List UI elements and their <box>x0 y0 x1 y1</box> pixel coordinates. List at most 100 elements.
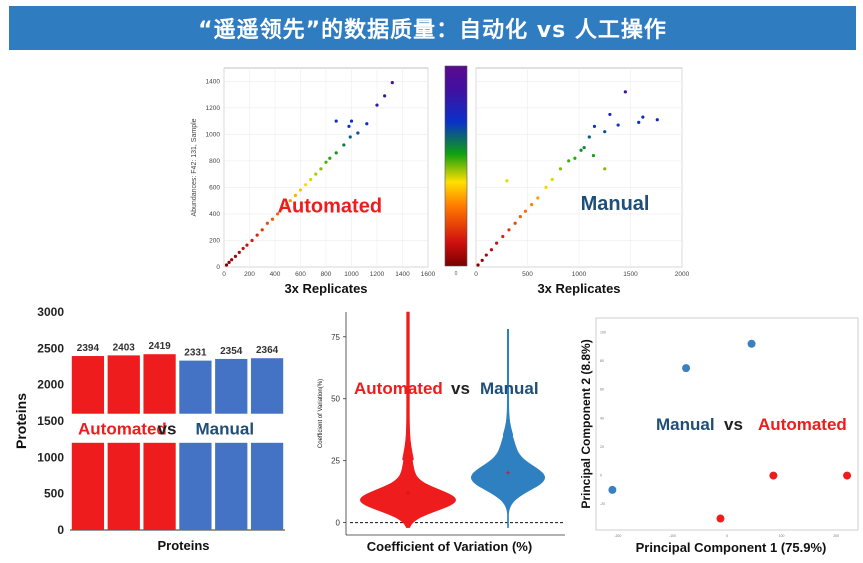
y-tick-label: 25 <box>331 457 340 466</box>
axis-ticks: 0 500 1000 1500 2000 2500 3000 <box>37 305 285 537</box>
data-point <box>383 94 387 98</box>
automated-annotation: Automated <box>278 196 382 218</box>
y-tick-label: 0 <box>600 474 602 478</box>
data-point <box>230 258 234 262</box>
data-point <box>591 153 596 158</box>
data-point <box>237 250 241 255</box>
data-points <box>224 80 394 267</box>
violin-shape <box>471 329 545 528</box>
data-point <box>550 177 554 182</box>
title-banner: “遥遥领先”的数据质量：自动化 vs 人工操作 <box>9 6 856 50</box>
x-tick-label: 600 <box>295 271 306 278</box>
data-point <box>579 148 583 152</box>
grid <box>475 67 683 268</box>
data-point <box>334 151 338 155</box>
y-tick-label: 75 <box>331 333 340 342</box>
y-tick-label: 600 <box>209 184 220 191</box>
data-point <box>641 115 645 119</box>
data-point <box>298 188 303 192</box>
data-point <box>587 135 591 139</box>
protein-bar-chart: 0 500 1000 1500 2000 2500 3000 2394 2403 2419 233… <box>13 305 285 553</box>
data-point <box>293 193 297 197</box>
data-point <box>375 103 379 107</box>
pca-point <box>769 471 778 480</box>
data-point <box>592 124 597 128</box>
data-point <box>334 119 338 123</box>
mean-marker: + <box>405 488 410 498</box>
overlay-manual: Manual <box>480 379 539 398</box>
x-tick-label: 1200 <box>370 271 385 278</box>
y-axis-label: Abundances: F42: 131, Sample <box>191 118 198 216</box>
bar <box>215 358 248 530</box>
manual-annotation: Manual <box>581 193 650 215</box>
y-tick-label: 1000 <box>206 131 221 138</box>
y-tick-label: 100 <box>600 330 606 334</box>
y-tick-label: 400 <box>209 211 220 218</box>
data-point <box>567 159 571 163</box>
x-tick-label: -100 <box>669 534 676 538</box>
scatter-manual-chart: 0 500 1000 1500 2000 3x Replicates Manual <box>474 67 690 296</box>
data-point <box>250 238 254 243</box>
data-point <box>390 80 394 85</box>
overlay-automated: Automated <box>758 415 847 434</box>
x-tick-label: 2000 <box>675 271 690 278</box>
data-point <box>309 177 313 182</box>
data-label: 2419 <box>148 341 171 352</box>
bar <box>179 360 212 530</box>
pca-point <box>843 471 852 480</box>
bar <box>71 356 105 530</box>
data-points <box>608 339 852 523</box>
data-point <box>275 212 280 216</box>
data-point <box>544 185 548 189</box>
x-tick-label: 1600 <box>421 271 436 278</box>
overlay-manual: Manual <box>196 419 255 438</box>
data-point <box>558 167 563 171</box>
overlay-vs: vs <box>724 415 743 434</box>
data-point <box>265 221 269 225</box>
data-point <box>328 156 332 160</box>
data-point <box>480 258 484 262</box>
x-tick-label: 400 <box>270 271 281 278</box>
pca-point <box>716 514 725 523</box>
data-point <box>241 246 245 251</box>
x-tick-label: 0 <box>474 271 478 278</box>
data-point <box>319 167 323 171</box>
data-point <box>655 118 659 122</box>
data-point <box>530 203 534 207</box>
violin-shape <box>360 311 456 528</box>
violins: ++ <box>360 311 545 528</box>
data-point <box>279 207 283 211</box>
data-point <box>260 228 264 232</box>
y-tick-label: 3000 <box>37 305 64 319</box>
pca-frame <box>595 317 859 531</box>
y-tick-label: 0 <box>216 264 220 271</box>
data-point <box>227 260 231 264</box>
y-tick-label: 20 <box>600 445 604 449</box>
overlay-band <box>70 413 285 443</box>
data-point <box>623 90 627 94</box>
axis-ticks: 0 200 400 600 800 1000 1200 1400 1600 0 200 400 600 8… <box>206 78 436 278</box>
x-axis-label: Proteins <box>157 538 209 553</box>
y-tick-label: 800 <box>209 158 220 165</box>
x-tick-label: 1000 <box>572 271 587 278</box>
x-tick-label: 1000 <box>344 271 359 278</box>
y-tick-label: 1400 <box>206 78 221 85</box>
axis-ticks: 0 500 1000 1500 2000 <box>474 271 689 278</box>
x-tick-label: 1500 <box>623 271 638 278</box>
y-axis-label: Coefficient of Variation(%) <box>318 379 324 448</box>
grid <box>223 67 429 268</box>
data-points <box>476 90 659 267</box>
data-point <box>284 203 289 207</box>
x-tick-label: 200 <box>244 271 255 278</box>
mean-marker: + <box>505 468 510 478</box>
data-point <box>224 263 229 267</box>
y-tick-label: 2500 <box>37 341 64 355</box>
y-tick-label: 0 <box>336 519 341 528</box>
data-point <box>365 122 369 126</box>
data-label: 2354 <box>220 346 243 357</box>
y-tick-label: 1200 <box>206 105 221 112</box>
data-point <box>507 228 511 232</box>
data-point <box>288 199 292 203</box>
